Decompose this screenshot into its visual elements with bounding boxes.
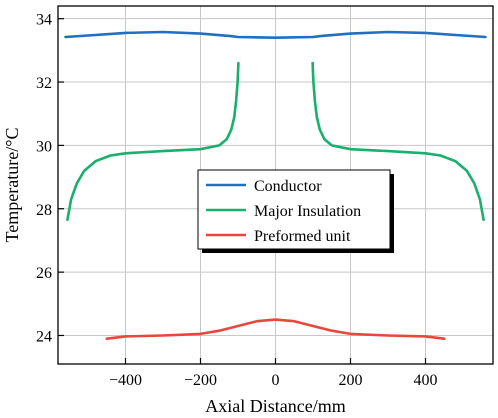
- series-line-0: [64, 30, 487, 39]
- legend-label: Preformed unit: [254, 228, 351, 245]
- series-line-1: [66, 61, 240, 222]
- series-line-1: [311, 61, 485, 222]
- series-lines: [64, 30, 487, 340]
- axis-ticks: −400 −200 0 200 400 24 26 28 30 32 34: [36, 12, 438, 389]
- legend-label: Conductor: [254, 178, 322, 195]
- x-tick-label: 400: [414, 372, 438, 389]
- y-tick-label: 24: [36, 328, 52, 345]
- x-tick-label: 0: [272, 372, 280, 389]
- x-tick-label: −400: [109, 372, 142, 389]
- series-line-2: [105, 318, 446, 340]
- legend-label: Major Insulation: [254, 203, 361, 220]
- y-tick-label: 32: [36, 75, 52, 92]
- y-tick-label: 28: [36, 202, 52, 219]
- y-tick-label: 30: [36, 138, 52, 155]
- x-tick-label: −200: [184, 372, 217, 389]
- y-tick-label: 26: [36, 265, 52, 282]
- x-axis-title: Axial Distance/mm: [205, 396, 345, 416]
- y-tick-label: 34: [36, 12, 52, 29]
- legend: Conductor Major Insulation Preformed unit: [197, 169, 394, 253]
- x-tick-label: 200: [339, 372, 363, 389]
- y-axis-title: Temperature/°C: [2, 128, 22, 243]
